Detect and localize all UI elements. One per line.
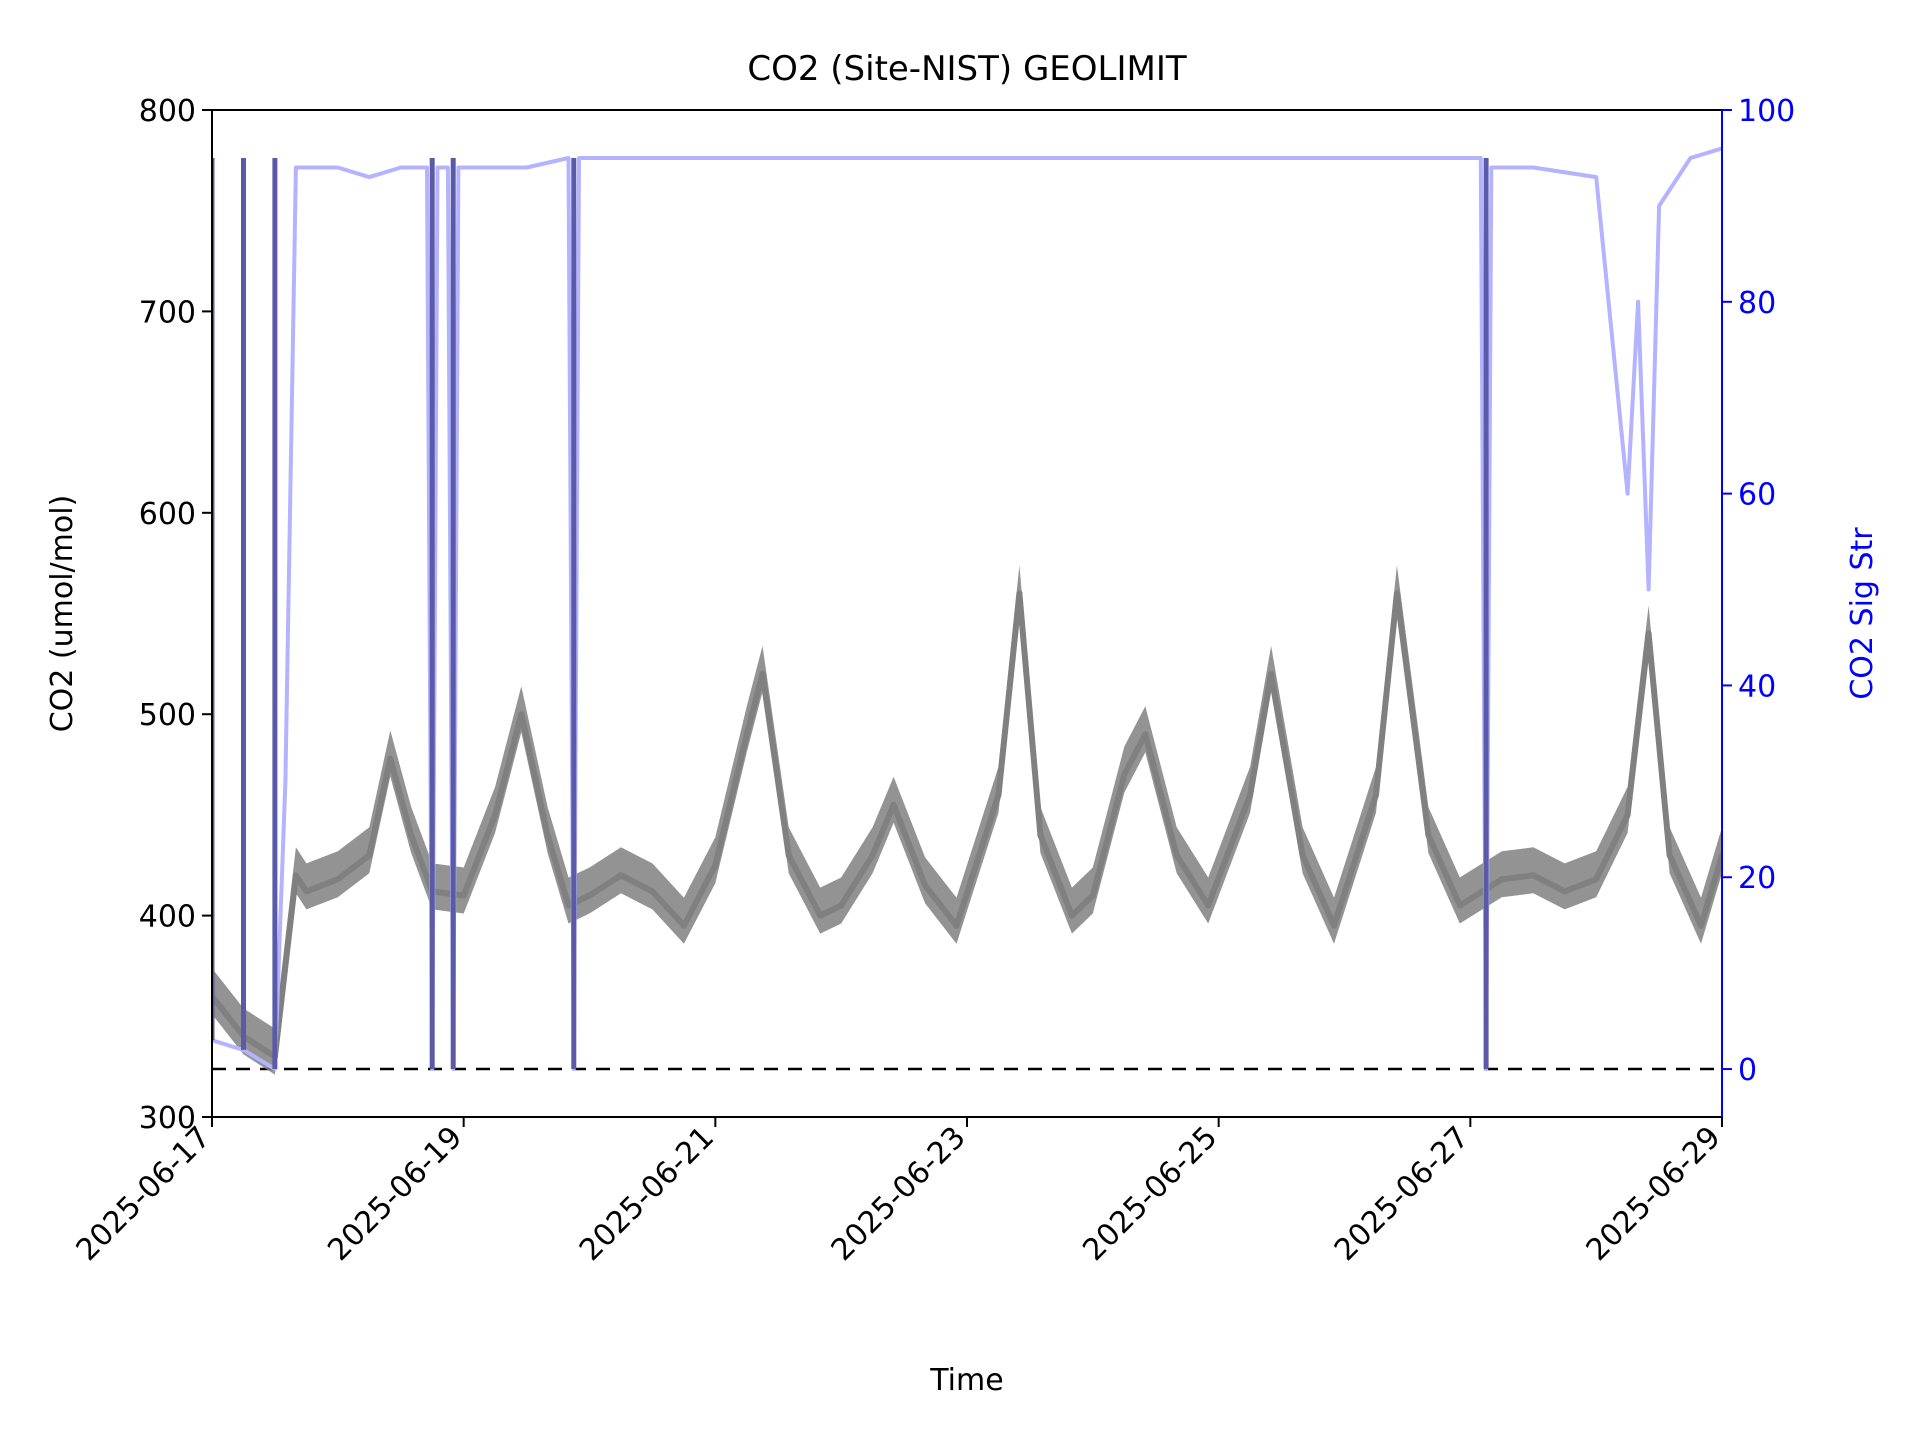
series-layer xyxy=(212,146,1722,1075)
co2-data-point xyxy=(1498,876,1505,883)
co2-data-point xyxy=(995,791,1002,798)
series-group xyxy=(212,146,1722,1075)
co2-data-point xyxy=(565,902,572,909)
co2-data-point xyxy=(817,912,824,919)
co2-data-point xyxy=(1205,902,1212,909)
co2-data-point xyxy=(712,862,719,869)
chart-title: CO2 (Site-NIST) GEOLIMIT xyxy=(747,49,1187,89)
co2-data-point xyxy=(544,832,551,838)
y-tick-label: 400 xyxy=(139,900,196,935)
right-y-tick-label: 80 xyxy=(1738,286,1776,321)
co2-data-point xyxy=(1456,902,1463,909)
co2-data-point xyxy=(1425,832,1432,838)
co2-data-point xyxy=(1173,852,1180,859)
co2-data-point xyxy=(649,888,656,895)
co2-data-point xyxy=(1142,731,1149,738)
co2-data-point xyxy=(1530,872,1537,879)
co2-data-point xyxy=(586,892,593,899)
co2-data-point xyxy=(922,882,929,889)
co2-data-point xyxy=(1299,852,1306,859)
co2-data-point xyxy=(518,711,525,718)
co2-data-point xyxy=(1268,670,1275,677)
co2-data-point xyxy=(1593,876,1600,883)
co2-data-point xyxy=(869,852,876,859)
co2-data-point xyxy=(292,872,299,879)
co2-data-point xyxy=(618,872,624,879)
co2-data-point xyxy=(1121,771,1128,778)
co2-data-point xyxy=(387,755,394,762)
co2-data-point xyxy=(1331,922,1337,929)
co2-data-point xyxy=(1645,630,1652,637)
y-tick-label: 500 xyxy=(139,698,196,733)
right-y-tick-label: 20 xyxy=(1738,861,1776,896)
right-y-tick-label: 40 xyxy=(1738,669,1776,704)
signal-series-line xyxy=(212,146,1722,1071)
y-tick-label: 800 xyxy=(139,94,196,129)
right-y-tick-label: 100 xyxy=(1738,94,1795,129)
co2-data-point xyxy=(743,731,750,738)
co2-data-point xyxy=(334,876,341,883)
co2-data-point xyxy=(680,922,687,929)
co2-data-point xyxy=(1393,590,1400,597)
co2-data-point xyxy=(785,852,792,859)
co2-data-point xyxy=(366,852,373,859)
y-axis-label: CO2 (umol/mol) xyxy=(45,495,80,733)
co2-data-point xyxy=(1698,922,1704,929)
co2-data-point xyxy=(460,892,467,899)
x-axis-label: Time xyxy=(929,1363,1003,1398)
co2-data-point xyxy=(838,902,845,909)
co2-data-point xyxy=(1561,888,1568,895)
co2-data-point xyxy=(492,811,499,818)
y-tick-label: 600 xyxy=(139,497,196,532)
co2-data-point xyxy=(1089,892,1096,899)
co2-data-point xyxy=(408,832,415,838)
y-tick-label: 700 xyxy=(139,295,196,330)
co2-data-point xyxy=(1016,590,1023,597)
co2-data-point xyxy=(953,922,960,929)
co2-data-point xyxy=(1666,852,1673,859)
co2-data-point xyxy=(1373,791,1379,798)
co2-data-point xyxy=(890,801,897,808)
co2-data-point xyxy=(1068,912,1075,919)
co2-data-point xyxy=(1037,832,1044,838)
co2-data-point xyxy=(759,670,766,677)
right-y-axis-label: CO2 Sig Str xyxy=(1845,527,1880,700)
co2-data-point xyxy=(1624,811,1631,818)
co2-data-point xyxy=(1247,791,1254,798)
right-y-tick-label: 60 xyxy=(1738,478,1776,513)
y-tick-label: 300 xyxy=(139,1101,196,1136)
right-y-tick-label: 0 xyxy=(1738,1053,1757,1088)
co2-data-point xyxy=(303,888,310,895)
